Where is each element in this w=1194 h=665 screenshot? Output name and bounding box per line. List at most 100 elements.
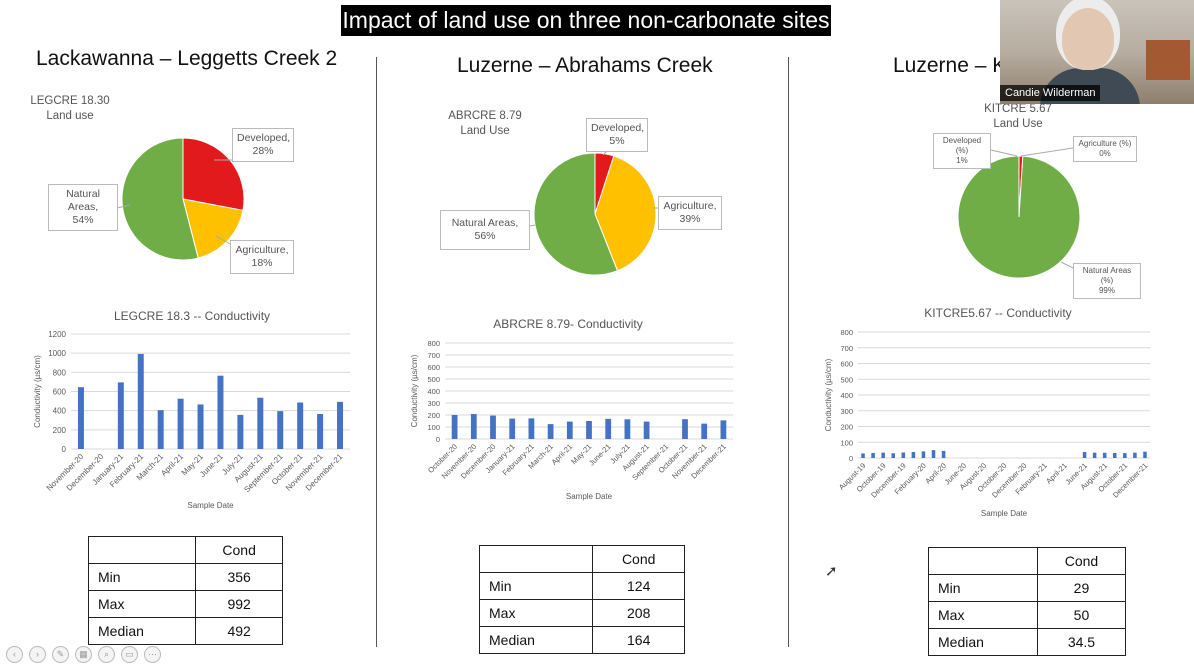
pie-title-kitcre: KITCRE 5.67 Land Use [976,102,1060,132]
callout-line: 1% [956,156,968,165]
bar-november-20 [470,414,477,439]
row-label: Min [87,563,197,591]
bar-february-20 [921,451,926,458]
pie-slice-agriculture [594,155,657,272]
callout-line: 39% [679,213,701,225]
y-tick-label: 300 [840,407,853,416]
next-slide-icon[interactable]: › [29,646,46,663]
row-label: Min [478,572,594,600]
pie-title-abrcre: ABRCRE 8.79 Land Use [444,109,526,139]
slide-title: Impact of land use on three non-carbonat… [341,5,831,36]
y-tick-label: 700 [840,344,853,353]
table-row: Median 34.5 [928,628,1127,656]
table-cell [478,545,594,573]
y-tick-label: 800 [840,328,853,337]
bar-chart-abrcre: 0100200300400500600700800October-20Novem… [410,339,733,501]
y-tick-label: 0 [62,445,67,454]
pie-title-line: Land Use [993,118,1043,130]
stats-table-kitcre: Cond Min 29 Max 50 Median 34.5 [928,547,1127,656]
callout-line: Agriculture, [663,200,717,212]
bar-december-21 [720,420,727,439]
participant-video[interactable]: Candie Wilderman [1000,0,1194,104]
subtitles-icon[interactable]: ▭ [121,646,138,663]
callout-leader [1060,261,1074,269]
pie-chart-abrcre [519,147,659,276]
bar-september-21 [277,411,284,449]
table-row: Min 124 [478,572,685,600]
zoom-icon[interactable]: ⌕ [98,646,115,663]
x-tick-label: June-21 [587,442,613,468]
x-tick-label: April-21 [550,442,575,467]
bar-june-21 [1082,452,1087,458]
bar-december-21 [337,401,344,449]
callout-line: 0% [1099,149,1111,158]
participant-name-tag: Candie Wilderman [1000,85,1101,101]
bar-december-21 [1143,451,1147,458]
row-value: 29 [1036,574,1127,602]
pie-slices [533,152,657,276]
pie-slices [957,155,1081,279]
callout-line: Natural Areas (%) [1082,266,1132,285]
bar-july-21 [1092,452,1097,458]
bar-january-21 [117,382,124,449]
pie-title-line: Land use [46,110,94,122]
bar-march-20 [931,450,936,458]
y-tick-label: 600 [840,360,853,369]
row-value: 992 [195,590,283,618]
bar-march-21 [157,410,164,449]
chart-title-abrcre: ABRCRE 8.79- Conductivity [493,317,643,331]
bar-october-21 [297,402,304,449]
callout-agriculture: Agriculture, 39% [658,196,722,230]
table-row: Max 992 [87,590,283,618]
y-tick-label: 100 [427,423,440,432]
background-furniture [1146,40,1190,80]
bar-may-21 [197,404,204,449]
pie-chart-legcre [116,137,245,261]
table-header-row: Cond [478,545,685,573]
bar-february-21 [528,418,535,439]
table-header: Cond [1036,547,1127,575]
y-tick-label: 1000 [48,349,66,358]
bar-november-21 [317,414,324,449]
callout-developed: Developed, 5% [586,118,648,152]
row-label: Median [87,617,197,645]
row-label: Min [928,574,1038,602]
callout-line: Developed, [237,132,291,144]
table-row: Min 29 [928,574,1127,602]
pen-icon[interactable]: ✎ [52,646,69,663]
more-options-icon[interactable]: ⋯ [144,646,161,663]
bar-august-21 [643,421,650,439]
callout-leader [215,235,233,246]
callout-line: 28% [252,145,274,157]
callout-line: Developed, [591,122,645,134]
y-tick-label: 700 [427,351,440,360]
bar-december-19 [901,452,906,458]
pie-slice-natural-areas [957,155,1081,279]
table-row: Max 50 [928,601,1127,629]
all-slides-icon[interactable]: ▦ [75,646,92,663]
callout-line: Agriculture, [235,244,289,256]
table-row: Max 208 [478,599,685,627]
table-cell [928,547,1038,575]
callout-line: 56% [474,230,496,242]
y-tick-label: 0 [849,454,853,463]
bar-october-21 [682,419,688,439]
bar-august-21 [257,397,264,449]
bar-august-21 [1102,452,1107,458]
bar-march-21 [547,424,554,439]
previous-slide-icon[interactable]: ‹ [6,646,23,663]
pie-title-legcre: LEGCRE 18.30 Land use [30,94,110,124]
bar-august-19 [861,453,865,458]
callout-line: Agriculture (%) [1078,139,1132,148]
bar-october-19 [881,452,885,458]
y-tick-label: 500 [840,375,853,384]
row-label: Max [478,599,594,627]
bar-september-19 [871,452,875,458]
row-value: 208 [592,599,685,627]
callout-leader [116,204,131,209]
x-axis-label: Sample Date [981,509,1028,518]
row-value: 124 [592,572,685,600]
table-header-row: Cond [87,536,283,564]
callout-agriculture: Agriculture, 18% [230,240,294,274]
row-value: 34.5 [1036,628,1127,656]
